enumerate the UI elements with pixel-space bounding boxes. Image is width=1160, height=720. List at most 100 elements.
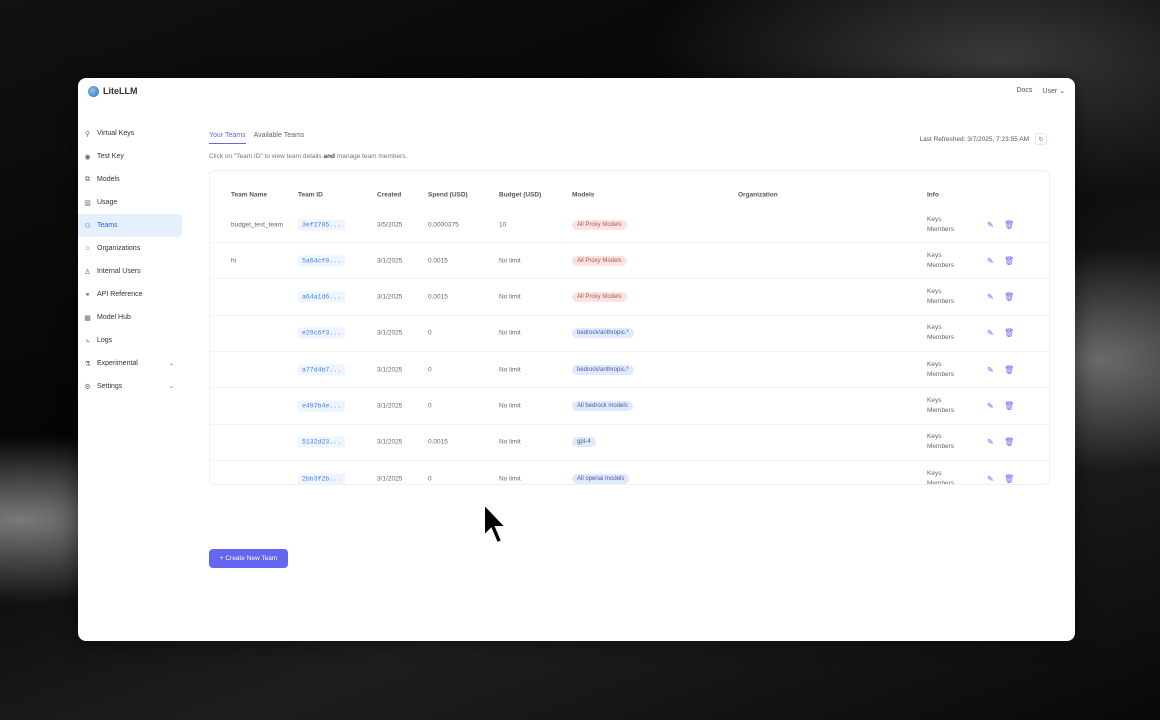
edit-icon[interactable]: ✎ xyxy=(987,401,994,411)
column-header[interactable]: Team ID xyxy=(298,191,323,199)
budget: No limit xyxy=(499,475,521,483)
sidebar-item-usage[interactable]: ▥ Usage xyxy=(78,191,182,214)
user-label: User xyxy=(1042,88,1058,95)
edit-icon[interactable]: ✎ xyxy=(987,365,994,375)
tab-your-teams[interactable]: Your Teams xyxy=(209,132,246,144)
model-badge: bedrock/anthropic.* xyxy=(572,364,634,375)
last-refreshed-label: Last Refreshed: 3/7/2025, 7:23:55 AM xyxy=(919,135,1030,143)
team-id-link[interactable]: a64a1d6... xyxy=(298,291,346,303)
sidebar-item-label: Usage xyxy=(97,199,118,206)
table-row: e29c6f3... 3/1/2025 0 No limit bedrock/anthr… xyxy=(210,316,1049,352)
edit-icon[interactable]: ✎ xyxy=(987,256,994,266)
hint-text: Click on "Team ID" to view team details … xyxy=(209,153,408,160)
members-label: Members xyxy=(927,443,955,451)
team-id-link[interactable]: e29c6f3... xyxy=(298,327,346,339)
logo-icon xyxy=(88,85,99,97)
table-row: a77d4b7... 3/1/2025 0 No limit bedrock/anthr… xyxy=(210,352,1049,389)
user-menu[interactable]: User ⌄ xyxy=(1042,87,1065,95)
created-date: 3/1/2025 xyxy=(377,329,403,337)
created-date: 3/1/2025 xyxy=(377,366,403,374)
column-header[interactable]: Models xyxy=(572,191,595,199)
created-date: 3/5/2025 xyxy=(377,221,403,228)
sidebar-item-internal-users[interactable]: ♙ Internal Users xyxy=(78,260,182,283)
tab-available-teams[interactable]: Available Teams xyxy=(253,132,305,139)
budget: No limit xyxy=(499,402,521,410)
model-badge: All Proxy Models xyxy=(572,292,627,303)
spend: 0.0015 xyxy=(428,257,448,265)
sidebar-item-organizations[interactable]: ⌂ Organizations xyxy=(78,237,182,260)
team-id-link[interactable]: e497b4e... xyxy=(298,400,346,412)
delete-icon[interactable]: 🗑 xyxy=(1004,365,1015,375)
edit-icon[interactable]: ✎ xyxy=(987,220,994,229)
mouse-cursor-icon xyxy=(483,502,508,545)
budget: No limit xyxy=(499,293,521,301)
logo[interactable]: LiteLLM xyxy=(88,85,138,97)
spend: 0.0000375 xyxy=(428,221,459,228)
delete-icon[interactable]: 🗑 xyxy=(1004,328,1015,338)
edit-icon[interactable]: ✎ xyxy=(987,474,994,484)
spend: 0.0015 xyxy=(428,438,448,446)
delete-icon[interactable]: 🗑 xyxy=(1004,220,1015,229)
sidebar-item-experimental[interactable]: ⚗ Experimental ⌄ xyxy=(78,352,182,375)
team-id-link[interactable]: 2bb3f2b... xyxy=(298,473,346,484)
team-id-link[interactable]: 5a64cf0... xyxy=(298,255,346,267)
sidebar-item-virtual-keys[interactable]: ⚲ Virtual Keys xyxy=(78,122,182,145)
sidebar: ⚲ Virtual Keys ◉ Test Key ⧉ Models ▥ Usage ⚇ Team… xyxy=(78,122,182,398)
delete-icon[interactable]: 🗑 xyxy=(1004,256,1015,266)
column-header[interactable]: Created xyxy=(377,191,402,199)
sidebar-item-label: Experimental xyxy=(97,360,138,367)
sidebar-item-logs[interactable]: ⦣ Logs xyxy=(78,329,182,352)
chevron-down-icon: ⌄ xyxy=(1059,88,1065,95)
keys-label: Keys xyxy=(927,215,942,223)
sidebar-item-label: Logs xyxy=(97,337,113,344)
sidebar-item-label: Internal Users xyxy=(97,268,141,275)
info: Keys Members xyxy=(927,251,954,271)
column-header[interactable]: Budget (USD) xyxy=(499,191,542,199)
delete-icon[interactable]: 🗑 xyxy=(1004,292,1015,302)
budget: No limit xyxy=(499,438,521,446)
edit-icon[interactable]: ✎ xyxy=(987,292,994,302)
team-id-link[interactable]: a77d4b7... xyxy=(298,364,346,376)
delete-icon[interactable]: 🗑 xyxy=(1004,474,1015,484)
column-header[interactable]: Spend (USD) xyxy=(428,191,468,199)
create-new-team-button[interactable]: + Create New Team xyxy=(209,549,288,568)
budget: No limit xyxy=(499,257,521,265)
sidebar-item-models[interactable]: ⧉ Models xyxy=(78,168,182,191)
keys-label: Keys xyxy=(927,251,942,259)
delete-icon[interactable]: 🗑 xyxy=(1004,401,1015,411)
edit-icon[interactable]: ✎ xyxy=(987,437,994,447)
team-id-link[interactable]: 3ef2785... xyxy=(298,219,346,230)
edit-icon[interactable]: ✎ xyxy=(987,328,994,338)
info: Keys Members xyxy=(927,287,954,307)
sidebar-item-teams[interactable]: ⚇ Teams xyxy=(78,214,182,237)
refresh-button[interactable]: ↻ xyxy=(1035,133,1047,145)
column-header[interactable]: Organization xyxy=(738,191,778,199)
created-date: 3/1/2025 xyxy=(377,475,403,483)
table-row: 5132d23... 3/1/2025 0.0015 No limit gpt-4 Key… xyxy=(210,425,1049,461)
team-icon: ⚇ xyxy=(84,222,91,230)
budget: No limit xyxy=(499,366,521,374)
keys-label: Keys xyxy=(927,288,942,296)
spend: 0 xyxy=(428,475,432,483)
user-icon: ♙ xyxy=(84,268,91,276)
members-label: Members xyxy=(927,407,955,414)
sidebar-item-api-reference[interactable]: ⚭ API Reference xyxy=(78,283,182,306)
delete-icon[interactable]: 🗑 xyxy=(1004,437,1015,447)
column-header[interactable]: Info xyxy=(927,191,939,199)
model-badge: bedrock/anthropic.* xyxy=(572,328,634,339)
docs-link[interactable]: Docs xyxy=(1016,87,1033,94)
teams-table: Team Name Team ID Created Spend (USD) Budget… xyxy=(209,170,1050,485)
keys-label: Keys xyxy=(927,469,942,477)
tabs: Your Teams Available Teams xyxy=(209,132,304,144)
members-label: Members xyxy=(927,298,955,306)
sidebar-item-test-key[interactable]: ◉ Test Key xyxy=(78,145,182,168)
column-header[interactable]: Team Name xyxy=(231,191,268,199)
team-id-link[interactable]: 5132d23... xyxy=(298,436,346,448)
created-date: 3/1/2025 xyxy=(377,438,403,446)
sidebar-item-settings[interactable]: ⚙ Settings ⌄ xyxy=(78,375,182,398)
model-badge: All openai models xyxy=(572,473,630,484)
sidebar-item-label: Teams xyxy=(97,222,118,229)
sidebar-item-model-hub[interactable]: ▦ Model Hub xyxy=(78,306,182,329)
info: Keys Members xyxy=(927,360,954,380)
created-date: 3/1/2025 xyxy=(377,293,403,301)
